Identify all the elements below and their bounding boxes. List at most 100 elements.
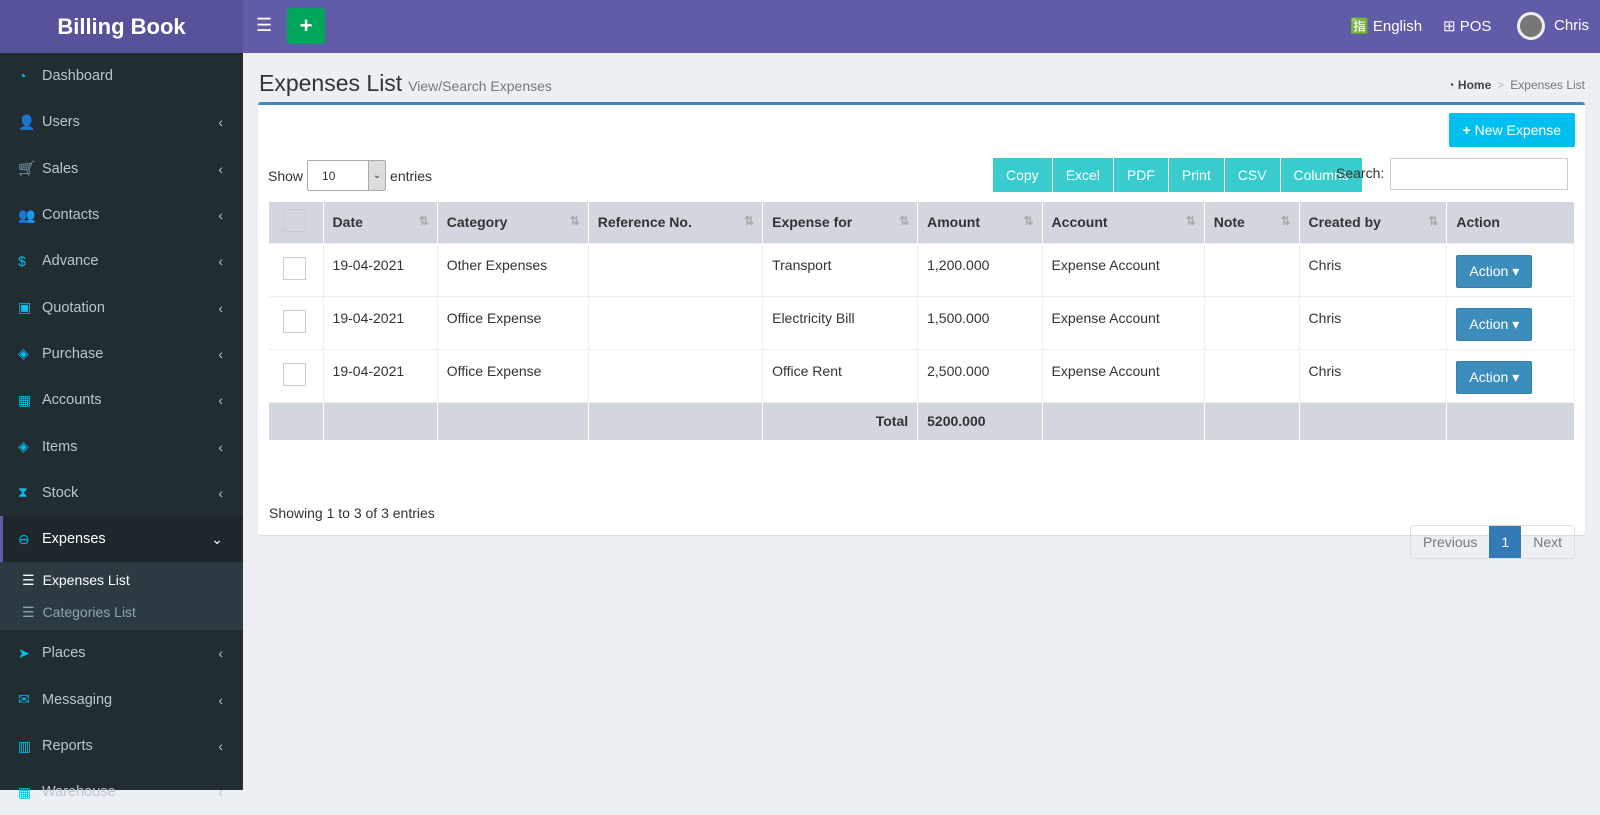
sidebar-item-sales[interactable]: 🛒 Sales ‹ [0,146,243,192]
row-checkbox[interactable] [283,256,306,280]
sort-icon[interactable]: ⇅ [1428,214,1439,229]
submenu-item-expenses-list[interactable]: ☰ Expenses List [0,564,243,596]
column-header[interactable]: Account ⇅ [1042,202,1205,243]
sidebar-item-label: Accounts [42,392,102,409]
chevron-left-icon: ‹ [218,114,223,131]
sidebar-item-label: Sales [42,160,79,177]
sidebar-item-purchase[interactable]: ◈ Purchase ‹ [0,331,243,377]
column-header-label: Date [332,214,363,231]
sidebar-item-stock[interactable]: ⧗ Stock ‹ [0,470,243,516]
breadcrumb-home[interactable]: Home [1457,78,1492,92]
sidebar-item-accounts[interactable]: ▦ Accounts ‹ [0,377,243,423]
new-expense-button[interactable]: + New Expense [1448,113,1575,147]
total-label: Total [762,401,919,440]
column-header[interactable]: Date ⇅ [323,202,438,243]
table-row: 19-04-2021 Office Expense Office Rent 2,500… [269,348,1575,402]
action-dropdown-button[interactable]: Action ▾ [1456,254,1533,288]
action-dropdown-button[interactable]: Action ▾ [1456,307,1533,341]
table-cell: Chris [1299,348,1448,402]
select-all-checkbox[interactable] [283,209,306,233]
sort-icon[interactable]: ⇅ [1023,214,1034,229]
page-title-text: Expenses List [259,70,403,96]
sort-icon[interactable]: ⇅ [569,214,580,229]
breadcrumb-current: Expenses List [1510,78,1585,92]
total-row: Total 5200.000 [269,401,1575,440]
sidebar-item-label: Places [42,645,86,662]
sidebar-item-items[interactable]: ◈ Items ‹ [0,423,243,469]
chevron-left-icon: ‹ [218,207,223,224]
sort-icon[interactable]: ⇅ [744,214,755,229]
entries-label: entries [390,167,433,184]
envelope-icon: ✉ [18,691,30,708]
submenu-item-categories-list[interactable]: ☰ Categories List [0,596,243,628]
copy-button[interactable]: Copy [993,158,1053,192]
select-all-header[interactable] [269,202,324,243]
column-header[interactable]: Category ⇅ [437,202,589,243]
row-checkbox[interactable] [283,309,306,333]
sidebar-item-advance[interactable]: $ Advance ‹ [0,238,243,284]
entries-value: 10 [322,169,336,183]
column-header[interactable]: Note ⇅ [1204,202,1300,243]
table-cell: Office Rent [762,348,919,402]
table-cell: 2,500.000 [917,348,1043,402]
page-title: Expenses List View/Search Expenses [259,70,552,97]
sort-icon[interactable]: ⇅ [1185,214,1196,229]
sidebar-item-reports[interactable]: ▥ Reports ‹ [0,723,243,769]
sidebar-item-users[interactable]: 👤 Users ‹ [0,99,243,145]
avatar[interactable] [1517,12,1545,40]
sidebar-item-label: Expenses [42,531,106,548]
action-dropdown-button[interactable]: Action ▾ [1456,360,1533,394]
list-icon: ☰ [22,604,35,621]
print-button[interactable]: Print [1168,158,1225,192]
chevron-down-icon: ⌄ [368,161,386,190]
sidebar-item-warehouse[interactable]: ▦ Warehouse ‹ [0,769,243,815]
csv-button[interactable]: CSV [1224,158,1281,192]
column-header[interactable]: Expense for ⇅ [762,202,919,243]
sidebar-item-label: Purchase [42,345,104,362]
next-button[interactable]: Next [1533,534,1562,550]
sidebar-item-dashboard[interactable]: ◔ Dashboard [0,53,243,99]
search-input[interactable] [1390,158,1568,190]
column-header-label: Created by [1308,214,1381,231]
column-header[interactable]: Amount ⇅ [917,202,1043,243]
sidebar-item-places[interactable]: ➤ Places ‹ [0,630,243,676]
column-header[interactable]: Reference No. ⇅ [588,202,764,243]
previous-button[interactable]: Previous [1422,534,1478,550]
row-checkbox[interactable] [283,362,306,386]
page-1-button[interactable]: 1 [1489,526,1522,558]
chevron-left-icon: ‹ [218,299,223,316]
language-selector[interactable]: 🈯 English [1350,17,1422,35]
columns-button[interactable]: Columns [1280,158,1363,192]
brand-logo[interactable]: Billing Book [0,0,243,53]
sidebar-item-label: Users [42,114,80,131]
pos-link[interactable]: ⊞ POS [1443,17,1491,35]
top-navbar: Billing Book ☰ + 🈯 English ⊞ POS Chris [0,0,1600,53]
sidebar-item-quotation[interactable]: ▣ Quotation ‹ [0,284,243,330]
sort-icon[interactable]: ⇅ [418,214,429,229]
sidebar-item-label: Quotation [42,299,105,316]
sort-icon[interactable]: ⇅ [899,214,910,229]
table-cell [588,348,764,402]
user-name[interactable]: Chris [1554,17,1590,34]
menu-toggle-icon[interactable]: ☰ [256,15,273,35]
chevron-left-icon: ‹ [218,160,223,177]
table-info: Showing 1 to 3 of 3 entries [269,505,435,521]
chevron-down-icon: ⌄ [211,530,223,547]
column-header[interactable]: Action [1446,202,1575,243]
table-cell [1204,242,1300,296]
column-header[interactable]: Created by ⇅ [1299,202,1448,243]
plus-icon: + [1462,122,1471,138]
sidebar-item-contacts[interactable]: 👥 Contacts ‹ [0,192,243,238]
pos-label: POS [1459,18,1492,35]
language-icon: 🈯 [1350,18,1369,35]
chevron-left-icon: ‹ [218,345,223,362]
chevron-left-icon: ‹ [218,392,223,409]
sidebar-item-messaging[interactable]: ✉ Messaging ‹ [0,677,243,723]
sidebar-item-label: Contacts [42,207,100,224]
excel-button[interactable]: Excel [1052,158,1114,192]
entries-select[interactable]: 10 ⌄ [307,160,387,191]
quick-add-button[interactable]: + [287,8,325,44]
pdf-button[interactable]: PDF [1113,158,1169,192]
sidebar-item-expenses[interactable]: ⊖ Expenses ⌄ [0,515,243,563]
sort-icon[interactable]: ⇅ [1280,214,1291,229]
